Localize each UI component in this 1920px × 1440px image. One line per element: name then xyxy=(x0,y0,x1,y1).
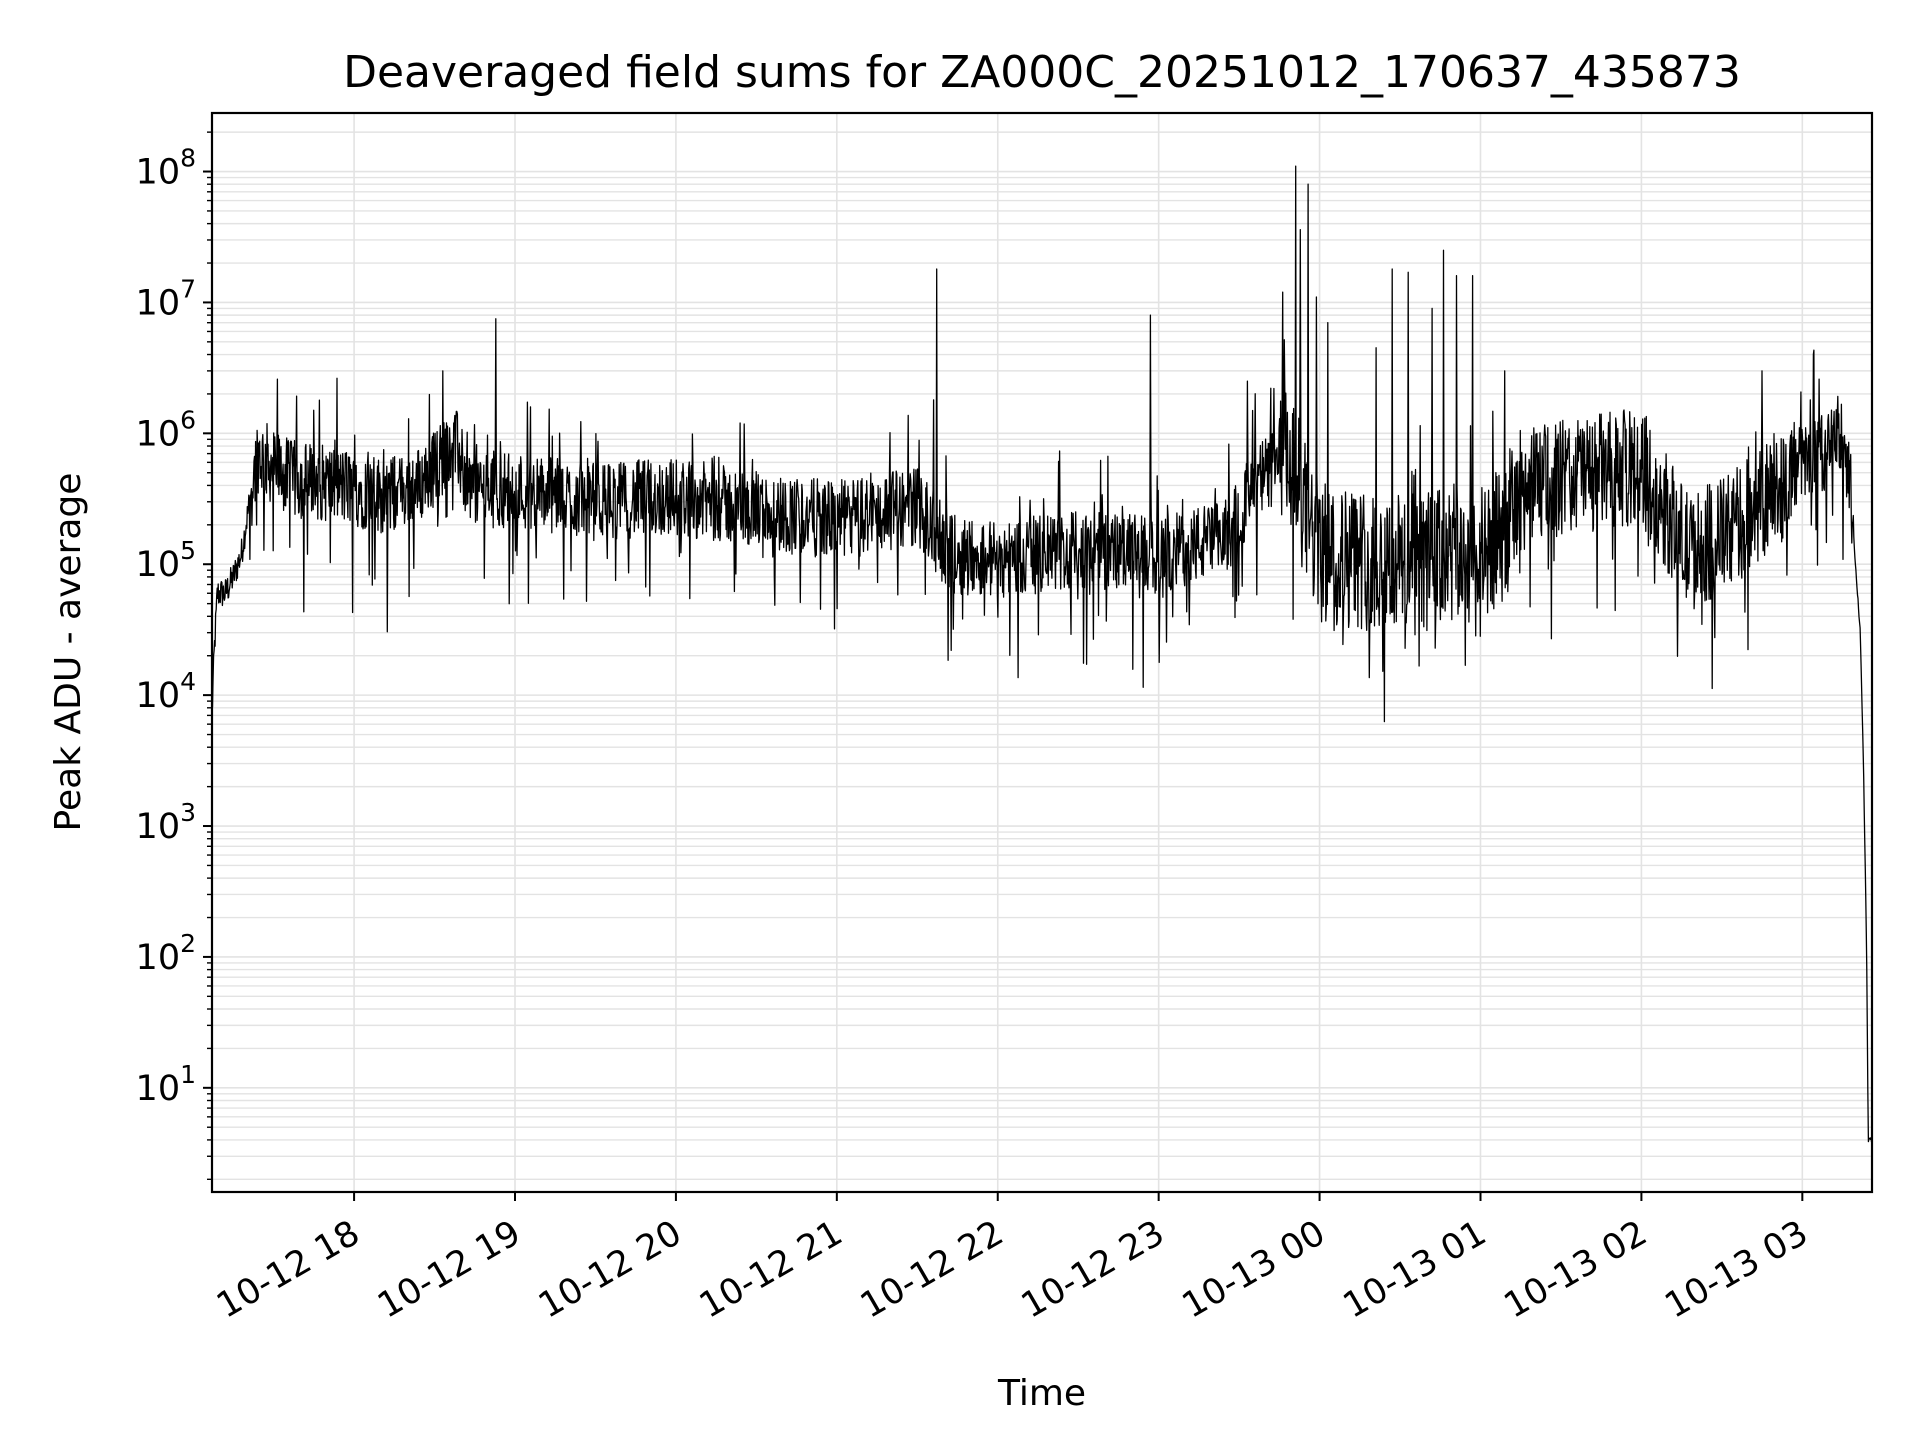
series-line xyxy=(211,165,1873,1143)
y-tick-label: 104 xyxy=(136,667,196,716)
grid-layer xyxy=(212,113,1872,1192)
series-layer xyxy=(211,165,1873,1143)
y-tick-label: 108 xyxy=(136,144,196,193)
y-tick-label: 102 xyxy=(136,929,196,978)
chart-title: Deaveraged field sums for ZA000C_2025101… xyxy=(343,47,1741,98)
plot-frame xyxy=(210,111,1874,1194)
y-axis-label: Peak ADU - average xyxy=(48,473,89,832)
y-axis: 101 102 103 104 105 106 107 108 xyxy=(136,131,212,1181)
y-tick-label: 105 xyxy=(136,536,196,585)
y-tick-label: 106 xyxy=(136,405,196,454)
y-tick-label: 107 xyxy=(136,274,196,323)
y-tick-label: 103 xyxy=(136,798,196,847)
x-axis-label: Time xyxy=(997,1373,1086,1414)
y-tick-label: 101 xyxy=(136,1060,196,1109)
